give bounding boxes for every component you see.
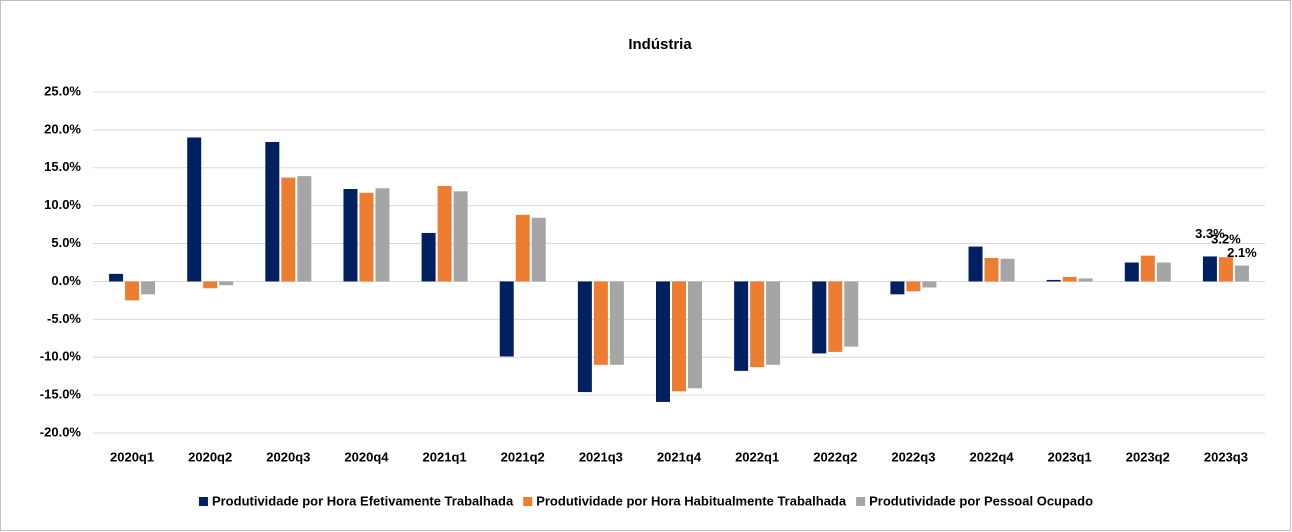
bar [297, 176, 312, 282]
bar [734, 281, 749, 371]
legend-label: Produtividade por Hora Habitualmente Tra… [536, 493, 847, 508]
bar [750, 281, 765, 368]
x-tick-label: 2022q1 [735, 449, 779, 464]
x-tick-label: 2020q3 [266, 449, 310, 464]
bar [656, 281, 670, 402]
bar [672, 281, 686, 392]
bar [812, 281, 827, 354]
y-tick-label: 20.0% [44, 121, 81, 136]
x-tick-label: 2021q4 [657, 449, 702, 464]
y-tick-label: -5.0% [47, 311, 81, 326]
bar [141, 281, 156, 295]
x-tick-label: 2020q2 [188, 449, 232, 464]
data-label: 3.2% [1211, 232, 1241, 247]
legend-label: Produtividade por Pessoal Ocupado [869, 493, 1093, 508]
x-tick-label: 2022q3 [891, 449, 935, 464]
x-tick-label: 2023q3 [1204, 449, 1248, 464]
bar [766, 281, 781, 365]
legend-swatch [198, 497, 208, 506]
bar [1062, 276, 1077, 282]
bar [109, 273, 124, 282]
bar [343, 188, 358, 282]
bar [531, 217, 546, 282]
y-tick-label: -20.0% [40, 424, 82, 439]
bar [890, 281, 905, 295]
bar [688, 281, 702, 389]
data-label: 3.3% [1195, 226, 1225, 241]
x-tick-label: 2022q4 [969, 449, 1014, 464]
x-tick-label: 2022q2 [813, 449, 857, 464]
x-tick-label: 2021q2 [501, 449, 545, 464]
bar [499, 281, 514, 357]
bar [187, 137, 202, 282]
y-tick-label: 15.0% [44, 159, 81, 174]
bar [1078, 278, 1093, 282]
x-tick-label: 2020q1 [110, 449, 154, 464]
bar [984, 257, 999, 282]
legend-label: Produtividade por Hora Efetivamente Trab… [212, 493, 514, 508]
bar [437, 185, 452, 282]
bar [844, 281, 859, 347]
legend-swatch [856, 497, 866, 506]
bar [453, 191, 468, 282]
bar [1202, 256, 1217, 282]
y-tick-label: -15.0% [40, 387, 82, 402]
bar [1140, 255, 1155, 282]
bar [577, 281, 592, 393]
bar [421, 232, 436, 282]
bar [219, 281, 234, 286]
bar [609, 281, 624, 365]
bar [265, 142, 280, 282]
legend-swatch [523, 497, 533, 506]
bar [1218, 257, 1233, 282]
y-tick-label: 25.0% [44, 83, 81, 98]
bar [359, 192, 374, 282]
y-tick-label: 5.0% [51, 235, 81, 250]
bar [281, 177, 296, 282]
bar [125, 281, 140, 301]
chart-title: Indústria [628, 36, 692, 53]
bar [968, 246, 983, 282]
x-tick-label: 2020q4 [344, 449, 389, 464]
bar [1234, 265, 1249, 282]
bar [828, 281, 843, 352]
bar [1000, 258, 1015, 282]
bar [1124, 262, 1139, 282]
y-tick-label: 0.0% [51, 273, 81, 288]
x-tick-label: 2023q1 [1048, 449, 1092, 464]
y-tick-label: -10.0% [40, 349, 82, 364]
y-tick-label: 10.0% [44, 197, 81, 212]
bar [593, 281, 608, 365]
x-tick-label: 2021q3 [579, 449, 623, 464]
bar [1046, 279, 1061, 282]
bar [375, 188, 390, 282]
bar [1156, 262, 1171, 282]
x-tick-label: 2021q1 [423, 449, 467, 464]
bar [515, 214, 530, 282]
x-tick-label: 2023q2 [1126, 449, 1170, 464]
bar [922, 281, 937, 288]
bar [906, 281, 921, 292]
bar [203, 281, 218, 289]
data-label: 2.1% [1227, 245, 1257, 260]
